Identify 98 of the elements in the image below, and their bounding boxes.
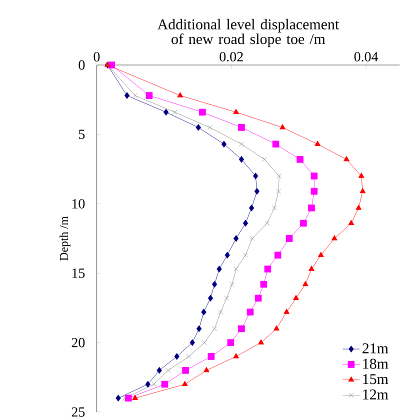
point [116,394,121,402]
point [199,108,206,116]
y-tick-label: 5 [79,130,85,140]
point [218,310,224,315]
point [242,220,248,227]
x-tick-label: 0 [94,52,100,62]
point [310,188,318,195]
point [161,380,168,388]
point [182,380,188,386]
point [272,206,277,210]
point [163,108,169,116]
point [186,354,192,359]
point [145,380,150,388]
point [208,294,214,302]
point [348,220,354,226]
point [233,108,240,114]
y-tick-label: 20 [72,338,85,348]
point [260,280,268,288]
point [264,220,270,226]
point [224,296,230,301]
point [221,140,227,148]
point [146,92,153,99]
point [227,339,234,346]
point [276,188,281,194]
point [274,325,280,331]
point [212,280,218,288]
point [272,140,280,148]
point [202,340,207,346]
point [201,308,206,316]
point [151,382,156,387]
point [238,156,244,163]
point [190,339,195,346]
point [262,156,267,162]
point [296,156,304,163]
legend-label: 15m [363,374,388,384]
point [274,252,282,259]
y-tick-label: 15 [72,268,85,278]
point [233,353,240,358]
point [124,92,130,99]
point [344,156,350,162]
point [238,325,245,332]
point [156,366,162,374]
point [308,266,314,271]
point [238,124,245,131]
point [308,204,315,212]
point [177,92,184,98]
legend-label: 12m [363,389,388,400]
point [234,266,239,272]
point [224,252,230,259]
point [254,188,260,195]
point [208,353,215,360]
x-tick-label: 0.04 [354,52,378,62]
point [286,235,293,242]
point [356,204,362,210]
point [264,266,272,272]
point [203,366,210,372]
y-tick-label: 10 [72,199,85,209]
point [331,235,338,240]
point [280,124,286,130]
point [196,124,201,131]
legend-label: 18m [363,358,388,369]
legend-label: 21m [362,343,388,354]
point [250,236,255,241]
point [174,353,180,360]
point [132,394,138,400]
point [253,172,258,180]
point [216,266,222,272]
point [258,339,264,344]
point [360,188,366,194]
point [358,172,364,178]
point [230,282,235,287]
point [196,325,202,332]
point [314,140,321,146]
point [243,252,248,258]
point [233,235,239,242]
x-tick-label: 0.02 [220,52,243,62]
point [182,366,189,374]
point [310,172,318,180]
point [302,280,308,286]
point [246,308,254,316]
point [318,252,324,257]
point [122,396,128,401]
point [212,326,217,332]
point [239,142,244,147]
point [254,294,262,302]
y-tick-label: 25 [72,407,85,417]
point [248,204,254,212]
point [276,174,282,179]
point [132,93,138,98]
y-axis-title: Depth /m [60,216,70,261]
point [284,308,290,314]
x-axis-title: Additional level displacement of new road slope toe /m [157,18,340,48]
point [300,220,307,227]
y-tick-label: 0 [78,60,85,70]
point [207,125,212,130]
point [172,110,178,115]
point [166,368,171,373]
point [293,294,299,300]
